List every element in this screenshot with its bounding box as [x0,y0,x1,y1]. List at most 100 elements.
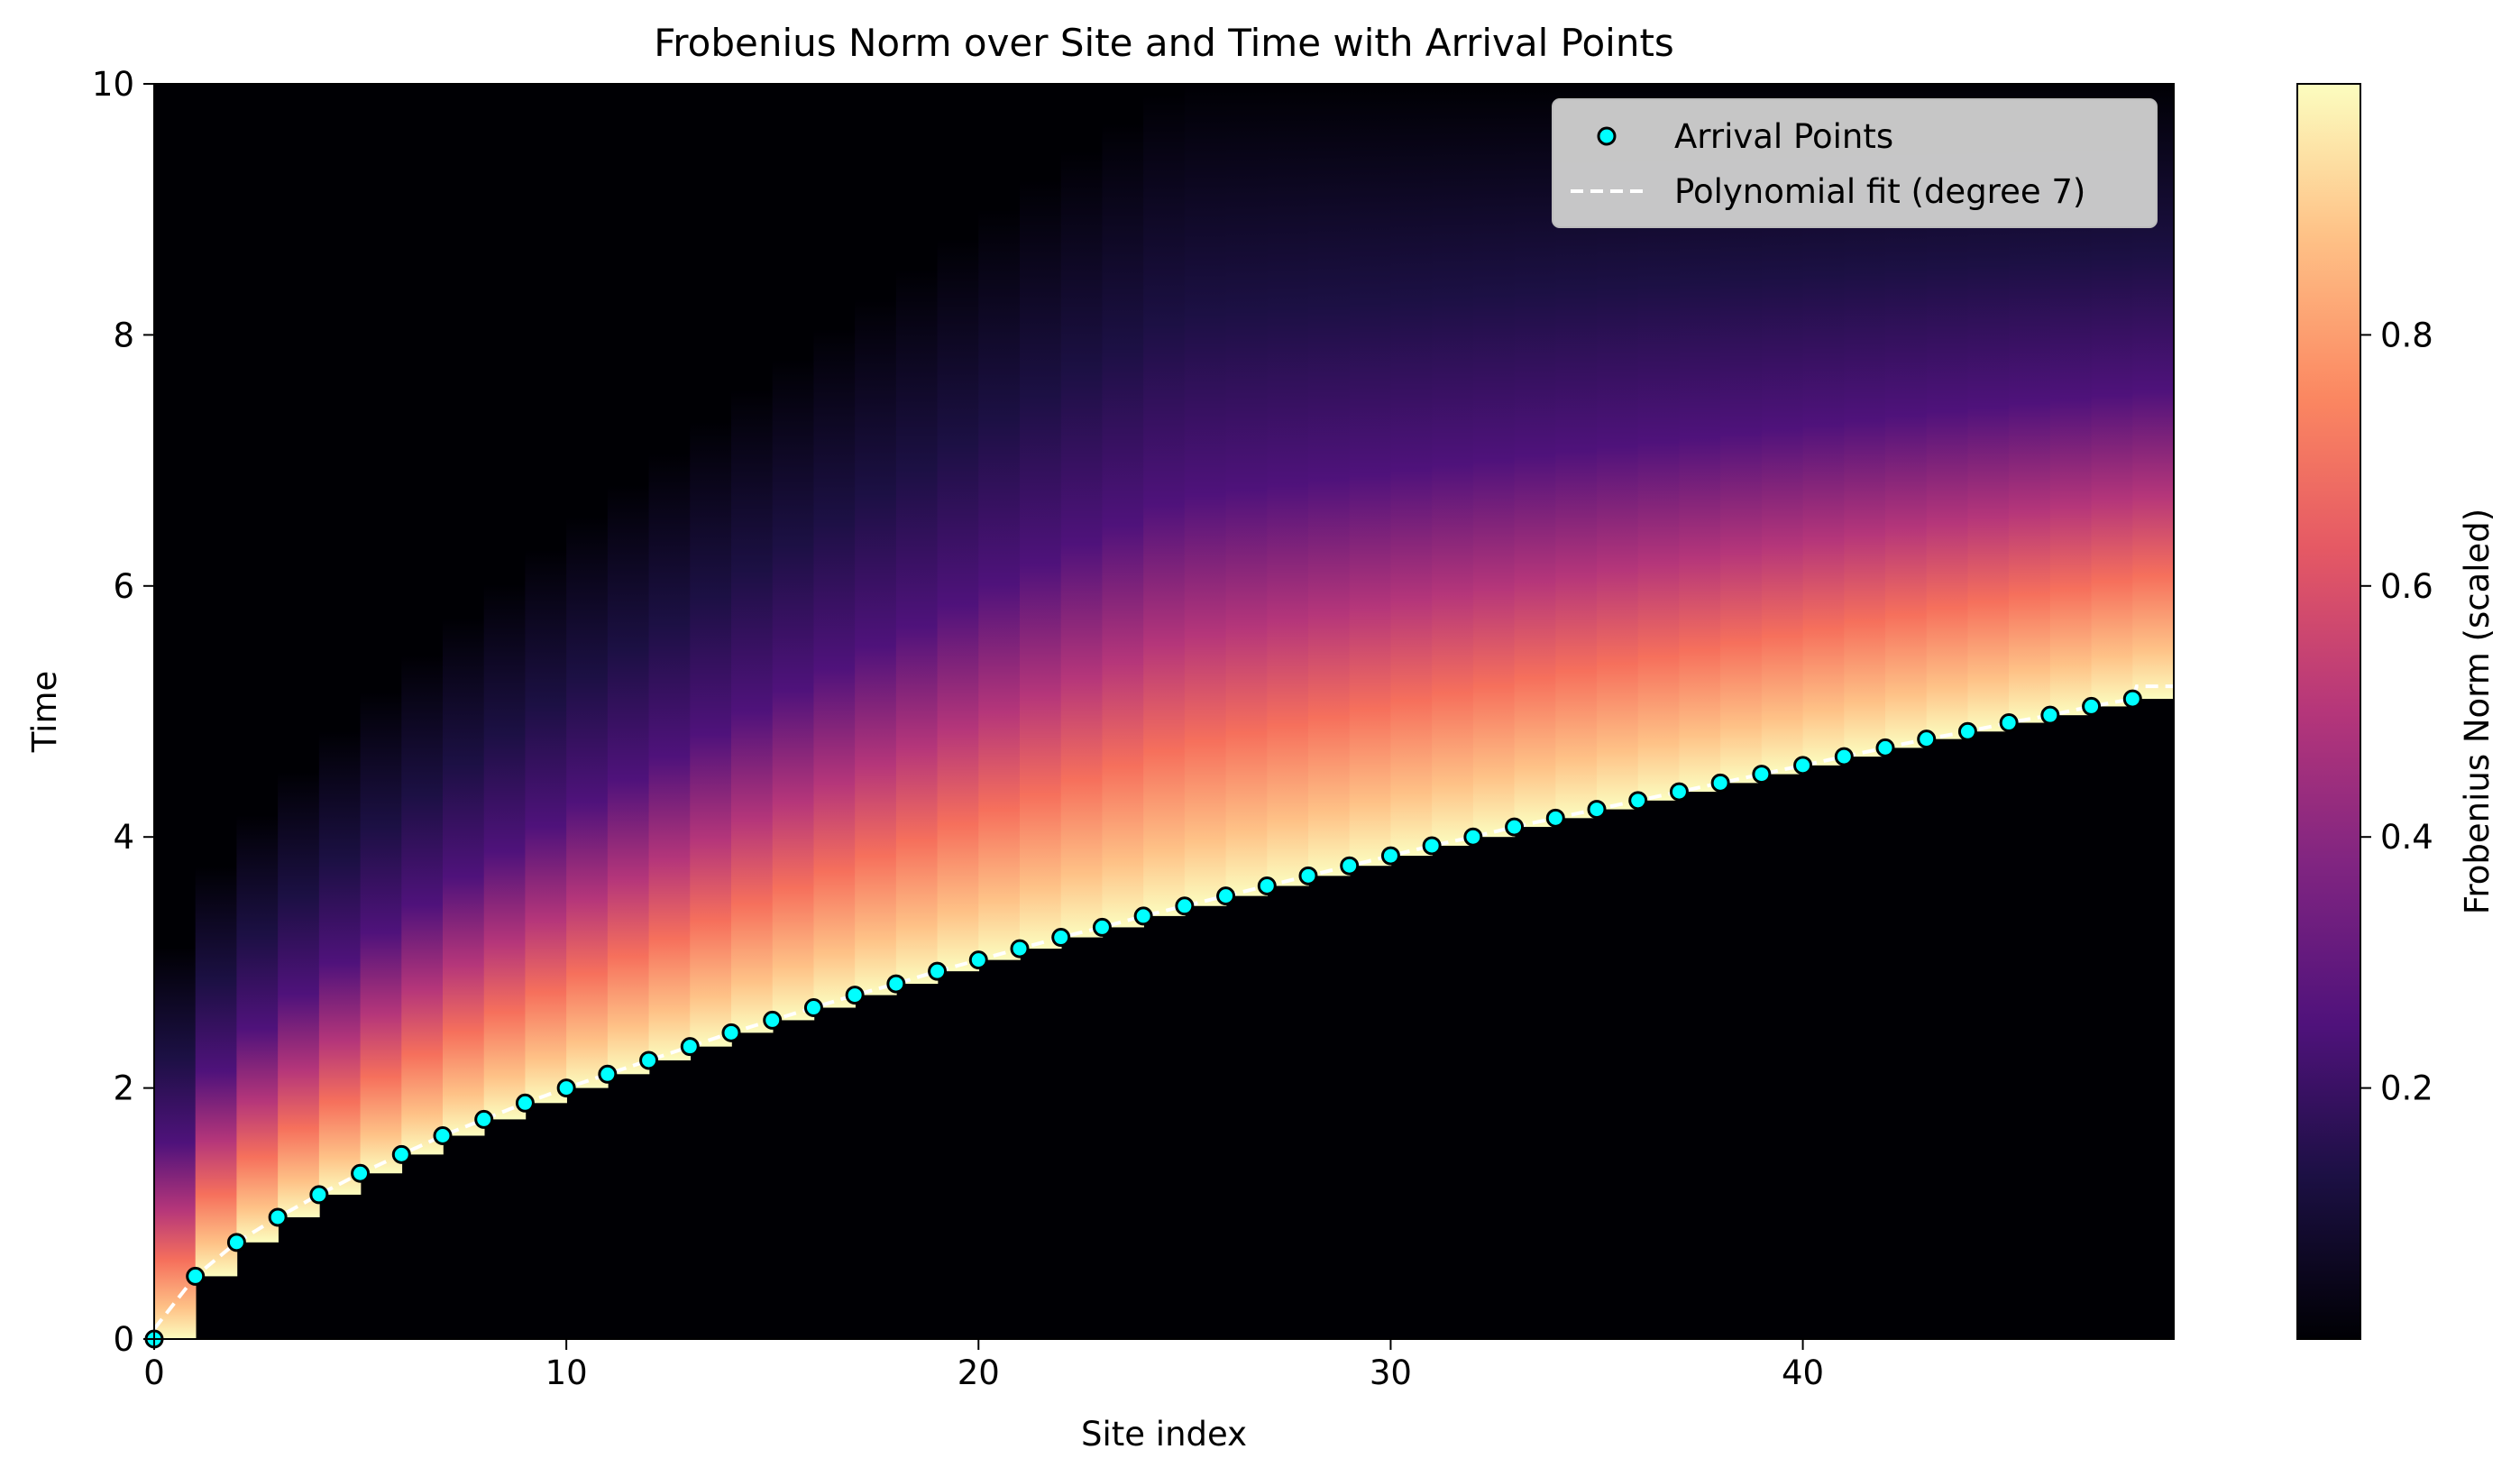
arrival-point [1587,800,1607,820]
arrival-point [1669,782,1689,802]
arrival-point [1092,917,1112,937]
heatmap-column [1472,84,1516,838]
y-tick-label: 0 [113,1320,134,1359]
arrival-point [803,998,823,1018]
y-tick-label: 6 [113,567,134,606]
x-tick-label: 0 [143,1353,165,1392]
chart-title: Frobenius Norm over Site and Time with A… [654,21,1674,65]
heatmap-column [937,238,980,972]
arrival-point [1133,906,1153,926]
arrival-point [1257,876,1277,895]
heatmap-column [483,583,527,1120]
arrival-point [968,950,988,970]
arrival-point [391,1144,411,1164]
y-tick-label: 4 [113,818,134,857]
y-axis-label: Time [25,671,64,754]
colorbar-tick-label: 0.6 [2380,567,2433,606]
arrival-point [1298,866,1318,885]
y-tick-label: 8 [113,316,134,354]
arrival-point [928,961,948,981]
arrival-point [680,1037,700,1057]
heatmap-column [855,298,897,995]
arrival-point [1957,721,1977,741]
arrival-points-layer [144,689,2142,1349]
heatmap-column [772,359,815,1021]
heatmap-column [813,328,856,1008]
heatmap-column [1308,84,1351,876]
y-tick-label: 2 [113,1069,134,1108]
colorbar-tick-label: 0.4 [2380,818,2433,857]
arrival-point [556,1078,576,1098]
colorbar-tick-label: 0.2 [2380,1069,2433,1108]
heatmap-column [978,209,1021,960]
heatmap-column [1432,84,1474,846]
arrival-point [1628,791,1648,811]
y-axis-ticks: 0 2 4 6 8 10 [92,65,154,1359]
heatmap-column [895,269,939,985]
arrival-point [186,1266,206,1286]
heatmap-column [690,421,732,1047]
arrival-point [1875,738,1895,757]
arrival-point [2040,705,2060,725]
colorbar-tick-label: 0.8 [2380,316,2433,354]
x-tick-label: 10 [545,1353,588,1392]
arrival-point [639,1050,659,1070]
arrival-point [1010,939,1030,959]
arrival-point [845,986,865,1005]
colorbar-label: Frobenius Norm (scaled) [2458,509,2497,914]
arrival-point [1999,713,2019,733]
heatmap-column [1102,123,1144,928]
legend-label-polynomial-fit: Polynomial fit (degree 7) [1674,172,2085,211]
arrival-point [433,1125,453,1145]
x-axis-label: Site index [1081,1415,1247,1454]
x-axis-ticks: 0 10 20 30 40 [143,1339,1824,1392]
heatmap-column [648,453,692,1060]
arrival-point [2082,696,2102,716]
heatmap-column [278,771,320,1217]
x-tick-label: 40 [1782,1353,1824,1392]
heatmap-column [318,730,362,1195]
arrival-point [226,1233,246,1252]
arrival-point [309,1185,329,1205]
heatmap-column [1020,179,1062,950]
legend-marker-arrival-points [1597,126,1617,146]
arrival-point [1463,827,1483,847]
plot-area [144,83,2175,1349]
arrival-point [598,1064,618,1084]
arrival-point [515,1093,535,1113]
arrival-point [268,1207,288,1227]
y-tick-label: 10 [92,65,134,104]
arrival-point [1340,856,1360,876]
arrival-point [1422,836,1442,856]
arrival-point [2122,689,2142,709]
arrival-point [351,1163,371,1183]
heatmap-column [1184,84,1227,906]
arrival-point [721,1023,741,1042]
arrival-point [886,974,906,994]
heatmap-column [401,655,444,1155]
heatmap-column [1225,84,1269,896]
arrival-point [1545,808,1565,828]
arrival-point [474,1109,494,1129]
heatmap-column [360,692,403,1174]
heatmap-column [525,549,567,1104]
x-tick-label: 20 [958,1353,1000,1392]
heatmap-column [1390,84,1433,857]
arrival-point [1505,817,1525,837]
heatmap-column [1267,84,1309,886]
arrival-point [1380,846,1400,866]
arrival-point [1917,729,1937,749]
heatmap-column [236,814,279,1243]
colorbar-ticks: 0.2 0.4 0.6 0.8 [2360,316,2433,1108]
plot-frame [153,83,2175,1340]
arrival-point [763,1010,783,1030]
heatmap-column [1514,84,1557,828]
heatmap-column [731,390,774,1033]
arrival-point [1793,756,1813,775]
heatmap-column [1143,93,1186,916]
heatmap-column [1349,84,1392,867]
x-tick-label: 30 [1370,1353,1412,1392]
heatmap-column [607,485,650,1075]
heatmap-column [195,867,238,1277]
